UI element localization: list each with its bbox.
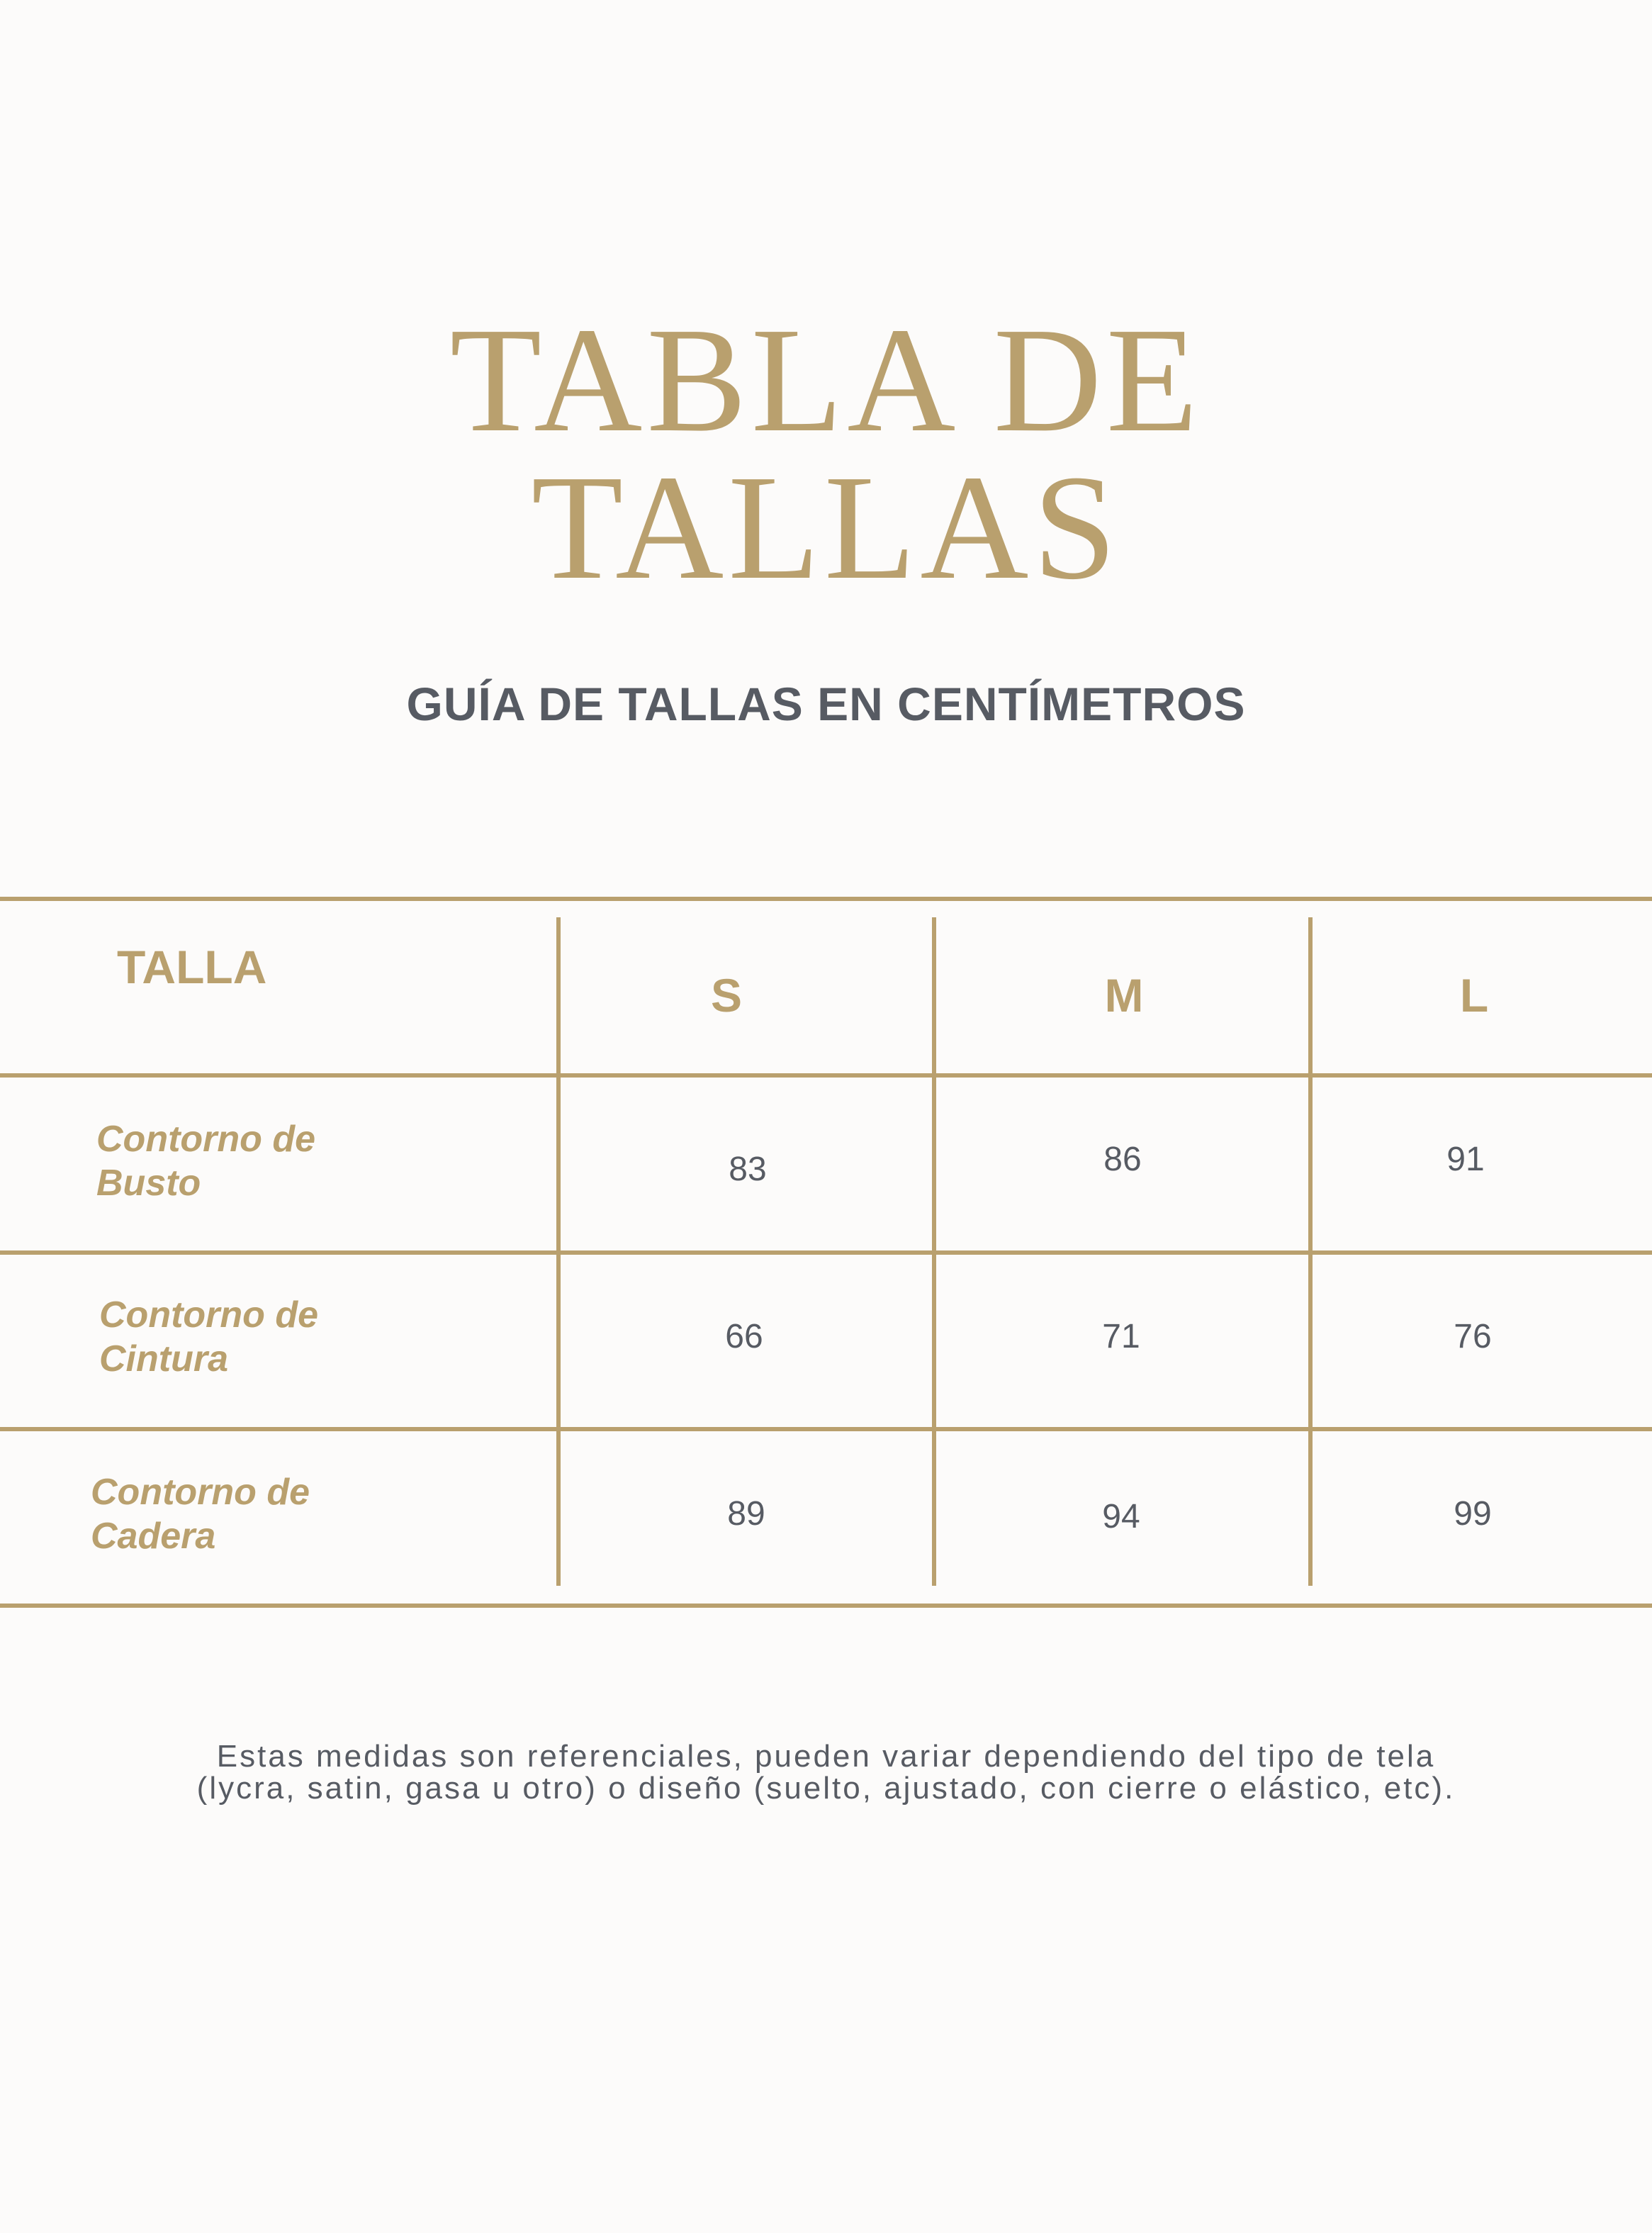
column-divider [1308,917,1313,1586]
value-cadera-s: 89 [727,1495,765,1533]
row-label-line: Contorno de [91,1472,310,1513]
value-cintura-s: 66 [725,1318,763,1355]
title-line-2: TALLAS [531,444,1121,610]
header-size-s: S [710,969,743,1022]
value-busto-m: 86 [1103,1141,1142,1178]
value-cintura-l: 76 [1454,1318,1492,1355]
row-label-line: Cadera [91,1516,216,1557]
row-label-line: Contorno de [96,1119,316,1160]
value-busto-l: 91 [1446,1141,1485,1178]
header-size-m: M [1104,969,1144,1022]
column-divider [932,917,936,1586]
footer-note: Estas medidas son referenciales, pueden … [0,1740,1652,1804]
header-size-l: L [1459,969,1489,1022]
row-divider [0,1427,1652,1431]
value-busto-s: 83 [729,1151,767,1188]
row-label-cadera: Contorno de Cadera [91,1470,310,1558]
row-label-cintura: Contorno de Cintura [99,1293,318,1381]
row-label-line: Cintura [99,1338,228,1379]
value-cadera-l: 99 [1454,1495,1492,1533]
row-label-busto: Contorno de Busto [96,1117,315,1205]
value-cintura-m: 71 [1102,1318,1140,1355]
table-border-bottom [0,1604,1652,1608]
value-cadera-m: 94 [1102,1498,1140,1535]
row-label-line: Busto [96,1163,201,1204]
footer-line-2: (lycra, satin, gasa u otro) o diseño (su… [196,1771,1456,1806]
title-line-1: TABLA DE [449,296,1203,463]
table-border-top [0,897,1652,901]
header-talla: TALLA [117,941,267,993]
row-divider [0,1073,1652,1078]
row-label-line: Contorno de [99,1294,319,1336]
subtitle: GUÍA DE TALLAS EN CENTÍMETROS [406,678,1246,730]
footer-line-1: Estas medidas son referenciales, pueden … [216,1739,1436,1774]
row-divider [0,1250,1652,1255]
column-divider [556,917,561,1586]
